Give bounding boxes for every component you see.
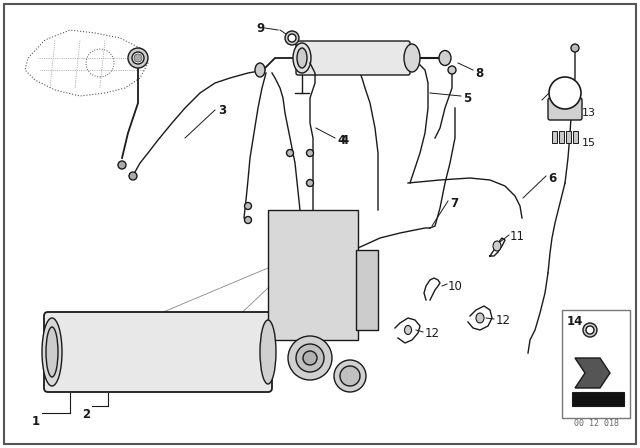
Circle shape [285, 31, 299, 45]
Ellipse shape [260, 320, 276, 384]
Text: 12: 12 [425, 327, 440, 340]
Ellipse shape [255, 63, 265, 77]
Ellipse shape [439, 51, 451, 65]
Text: 8: 8 [475, 66, 483, 79]
FancyBboxPatch shape [548, 98, 582, 120]
Circle shape [288, 34, 296, 42]
Text: 10: 10 [448, 280, 463, 293]
Ellipse shape [476, 313, 484, 323]
Text: 7: 7 [450, 197, 458, 210]
Ellipse shape [297, 48, 307, 68]
Ellipse shape [404, 326, 412, 335]
Circle shape [128, 48, 148, 68]
Circle shape [134, 54, 142, 62]
Circle shape [132, 52, 144, 64]
Ellipse shape [293, 43, 311, 73]
Circle shape [307, 180, 314, 186]
Bar [552, 131, 557, 143]
Bar [559, 131, 564, 143]
Circle shape [244, 216, 252, 224]
Circle shape [303, 351, 317, 365]
Text: 1: 1 [32, 415, 40, 428]
Text: 9: 9 [257, 22, 265, 34]
Bar [268, 210, 358, 340]
Text: 2: 2 [82, 408, 90, 421]
FancyBboxPatch shape [296, 41, 410, 75]
Ellipse shape [46, 327, 58, 377]
FancyBboxPatch shape [44, 312, 272, 392]
Text: 4: 4 [340, 134, 348, 146]
Bar [573, 131, 578, 143]
Circle shape [583, 323, 597, 337]
Text: 12: 12 [496, 314, 511, 327]
Bar [566, 131, 571, 143]
Text: 5: 5 [463, 91, 471, 104]
Ellipse shape [493, 241, 501, 251]
Circle shape [287, 150, 294, 156]
Ellipse shape [404, 44, 420, 72]
Circle shape [586, 326, 594, 334]
Text: 13: 13 [582, 108, 596, 118]
Bar [356, 250, 378, 330]
Text: 11: 11 [510, 229, 525, 242]
Polygon shape [575, 358, 610, 388]
Bar [572, 392, 624, 406]
Circle shape [296, 344, 324, 372]
Circle shape [334, 360, 366, 392]
Circle shape [340, 366, 360, 386]
Bar [562, 310, 630, 418]
Circle shape [118, 161, 126, 169]
Circle shape [129, 172, 137, 180]
Text: 00 12 018: 00 12 018 [573, 418, 618, 427]
Circle shape [307, 150, 314, 156]
Circle shape [288, 336, 332, 380]
Text: 14: 14 [567, 315, 584, 328]
Circle shape [571, 44, 579, 52]
Text: 4: 4 [337, 134, 345, 146]
Text: 3: 3 [218, 103, 226, 116]
Circle shape [244, 202, 252, 210]
Circle shape [448, 66, 456, 74]
Circle shape [549, 77, 581, 109]
Text: 14: 14 [557, 88, 572, 98]
Text: 15: 15 [582, 138, 596, 148]
Text: 6: 6 [548, 172, 556, 185]
Ellipse shape [42, 318, 62, 386]
